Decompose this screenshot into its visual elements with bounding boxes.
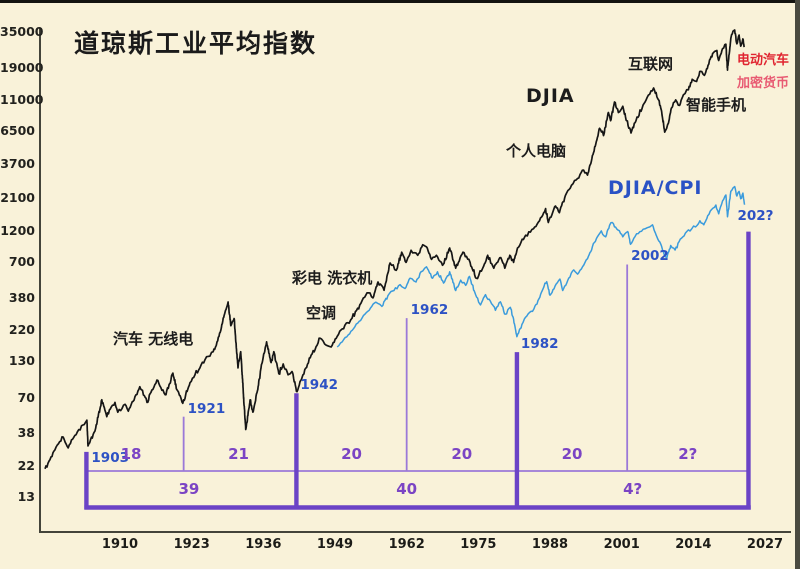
span-label-lower: 4? xyxy=(623,480,643,498)
series-djia xyxy=(44,29,745,470)
x-tick-label: 1949 xyxy=(316,537,354,552)
span-label-upper: 20 xyxy=(561,445,583,463)
frame-border-right xyxy=(795,0,800,569)
y-tick-label: 3700 xyxy=(0,156,35,172)
span-label-upper: 18 xyxy=(120,445,142,463)
x-tick-label: 2014 xyxy=(675,537,712,552)
y-tick-label: 19000 xyxy=(0,60,44,76)
span-label-upper: 21 xyxy=(228,445,249,463)
x-tick-label: 1936 xyxy=(245,537,282,552)
marker-year-label: 1962 xyxy=(410,302,449,319)
y-tick-label: 11000 xyxy=(0,92,44,108)
x-tick-label: 1975 xyxy=(460,537,497,552)
y-tick-label: 6500 xyxy=(0,123,35,139)
marker-year-label: 2002 xyxy=(631,248,669,265)
axis-lines xyxy=(39,28,791,533)
span-label-upper: 2? xyxy=(678,445,698,463)
y-tick-label: 2100 xyxy=(0,189,35,205)
annotation-label: 汽车 无线电 xyxy=(113,330,194,348)
marker-year-label: 1903 xyxy=(91,449,129,466)
annotation-label: 加密货币 xyxy=(737,76,790,91)
x-tick-label: 2001 xyxy=(603,537,640,552)
y-tick-label: 380 xyxy=(8,290,35,306)
span-label-lower: 40 xyxy=(396,480,418,498)
annotation-label: 个人电脑 xyxy=(506,142,567,160)
marker-year-label: 202? xyxy=(737,207,774,224)
y-tick-label: 38 xyxy=(17,425,35,441)
series-name-label: DJIA xyxy=(526,85,575,107)
marker-year-label: 1942 xyxy=(300,377,338,394)
span-label-lower: 39 xyxy=(178,480,200,498)
annotation-label: 电动汽车 xyxy=(737,53,790,68)
x-tick-label: 1988 xyxy=(531,537,569,552)
y-tick-label: 220 xyxy=(8,322,35,338)
x-tick-label: 1910 xyxy=(101,537,139,552)
x-tick-label: 1923 xyxy=(173,537,210,552)
series-djia-cpi xyxy=(336,185,746,348)
annotation-label: 智能手机 xyxy=(686,96,747,114)
span-label-upper: 20 xyxy=(451,445,473,463)
y-tick-label: 1200 xyxy=(0,222,35,238)
frame-border-top xyxy=(0,0,800,3)
marker-year-label: 1921 xyxy=(187,400,226,417)
series-name-label: DJIA/CPI xyxy=(608,177,703,199)
y-tick-label: 22 xyxy=(17,457,35,473)
y-tick-label: 700 xyxy=(8,254,35,270)
y-tick-label: 35000 xyxy=(0,24,44,40)
x-tick-label: 1962 xyxy=(388,537,425,552)
annotation-label: 彩电 洗衣机 xyxy=(292,269,373,287)
span-label-upper: 20 xyxy=(341,445,362,463)
annotation-label: 互联网 xyxy=(628,55,674,73)
y-tick-label: 130 xyxy=(8,353,35,369)
y-tick-label: 70 xyxy=(17,389,35,405)
chart-title: 道琼斯工业平均指数 xyxy=(74,29,318,58)
x-tick-label: 2027 xyxy=(746,537,784,552)
marker-year-label: 1982 xyxy=(520,336,559,353)
annotation-label: 空调 xyxy=(306,304,337,322)
y-tick-label: 13 xyxy=(17,488,35,504)
